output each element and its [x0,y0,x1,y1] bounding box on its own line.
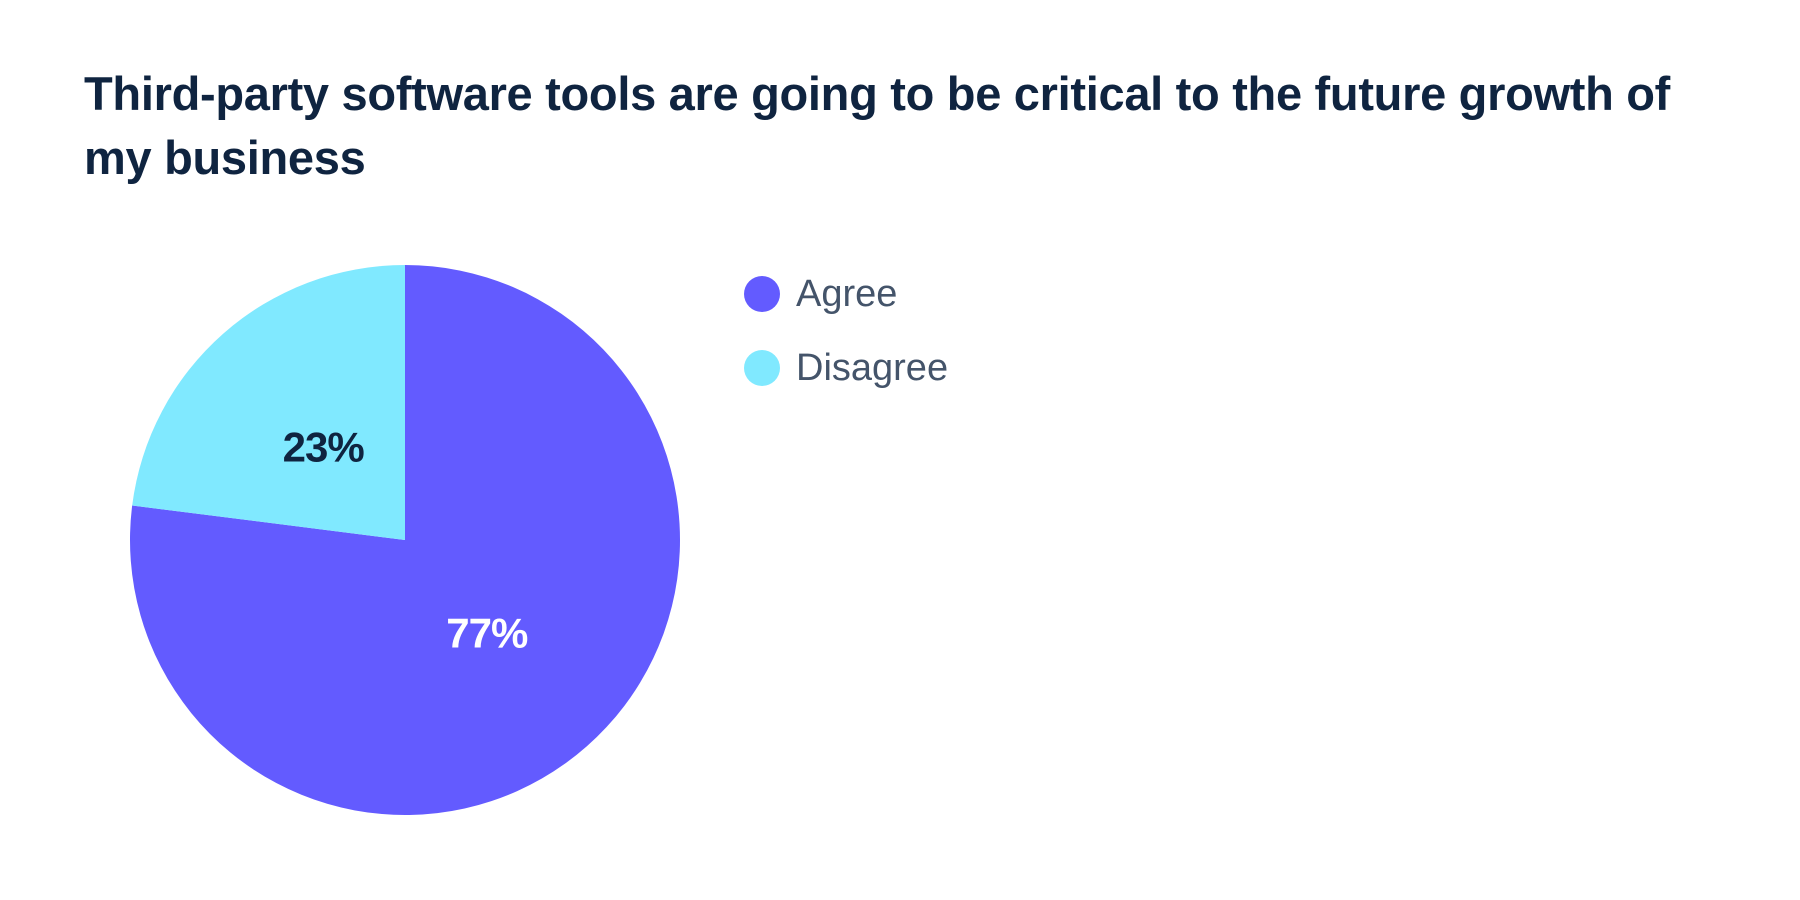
pie-slice-disagree[interactable] [132,265,405,540]
legend: Agree Disagree [744,272,948,420]
legend-item-disagree[interactable]: Disagree [744,346,948,390]
pie-labels: 77% 23% [283,424,529,657]
pie-slices [130,265,681,815]
legend-swatch-disagree [744,350,780,386]
legend-swatch-agree [744,276,780,312]
pie-slice-agree[interactable] [130,265,681,815]
legend-label-disagree: Disagree [796,346,949,389]
legend-item-agree[interactable]: Agree [744,272,948,316]
chart-title: Third-party software tools are going to … [84,67,1671,184]
pie-label-disagree: 23% [283,424,365,471]
legend-label-agree: Agree [796,272,898,315]
pie-label-agree: 77% [446,609,528,656]
